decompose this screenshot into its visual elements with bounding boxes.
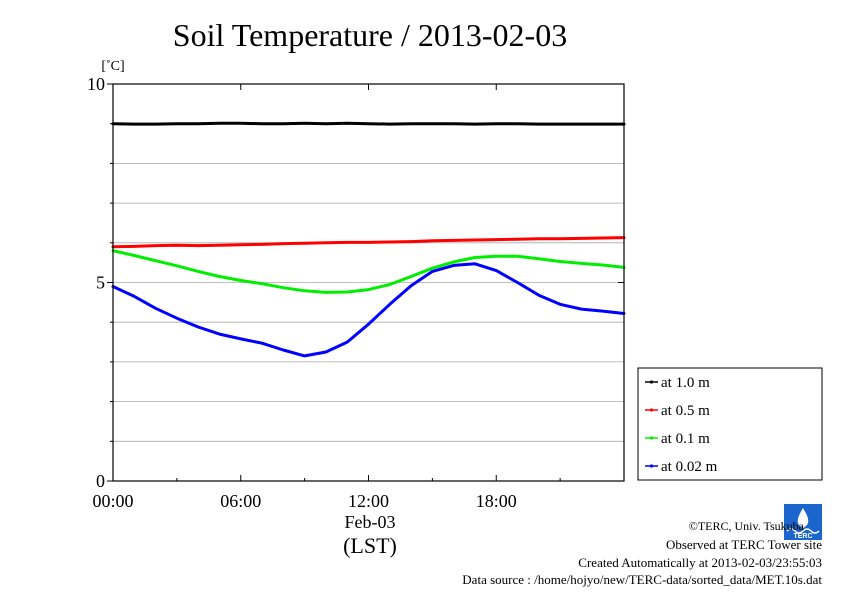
x-tick-label: 12:00 [348, 491, 389, 511]
data-source-text: Data source : /home/hojyo/new/TERC-data/… [462, 572, 822, 587]
y-tick-label: 10 [87, 74, 105, 94]
water-drop-icon [797, 508, 809, 528]
x-axis-label: (LST) [343, 533, 397, 558]
series-lines [111, 121, 626, 358]
legend-label-0: at 1.0 m [661, 375, 710, 391]
created-text: Created Automatically at 2013-02-03/23:5… [578, 555, 822, 570]
x-tick-label: 00:00 [92, 491, 133, 511]
series-line-3 [111, 262, 626, 358]
y-tick-label: 5 [96, 273, 105, 293]
copyright-text: ©TERC, Univ. Tsukuba [688, 519, 804, 533]
wave-icon [786, 528, 820, 534]
legend-marker-2 [649, 436, 654, 440]
legend-label-2: at 0.1 m [661, 431, 710, 447]
terc-logo: TERC [784, 504, 822, 540]
x-tick-label: 18:00 [476, 491, 517, 511]
legend-marker-0 [649, 380, 654, 384]
legend-label-3: at 0.02 m [661, 459, 718, 475]
legend-label-1: at 0.5 m [661, 403, 710, 419]
x-tick-label: 06:00 [220, 491, 261, 511]
legend-marker-1 [649, 408, 654, 412]
grid-lines [113, 123, 624, 442]
legend: at 1.0 m at 0.5 m at 0.1 m at 0.02 m [637, 367, 823, 481]
legend-marker-3 [649, 464, 654, 468]
series-line-1 [111, 236, 626, 249]
y-tick-label: 0 [96, 471, 105, 491]
observed-text: Observed at TERC Tower site [665, 537, 822, 552]
x-axis-date-label: Feb-03 [345, 512, 396, 532]
axes: 0 5 10 00:00 06:00 12:00 18:00 [87, 74, 625, 511]
chart-title: Soil Temperature / 2013-02-03 [173, 17, 567, 53]
legend-box [637, 367, 823, 481]
logo-text: TERC [793, 533, 812, 540]
series-line-0 [111, 121, 626, 126]
series-line-2 [111, 249, 626, 294]
y-axis-unit-label: [˚C] [101, 59, 124, 74]
